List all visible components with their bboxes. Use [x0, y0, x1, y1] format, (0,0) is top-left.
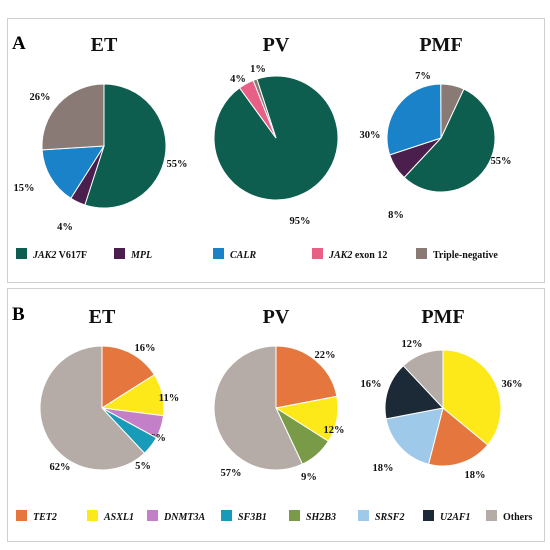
pie-slice-tet2 — [275, 345, 338, 409]
legend-label: Others — [503, 512, 533, 523]
legend-swatch — [87, 510, 98, 521]
pie-slice-others — [213, 345, 304, 471]
legend-label: U2AF1 — [440, 512, 471, 523]
legend-swatch — [147, 510, 158, 521]
legend-swatch — [358, 510, 369, 521]
slice-percent-label: 15% — [14, 183, 35, 194]
pie-chart-b-pv: PV 22% 12% 9% 57% — [213, 306, 345, 483]
slice-percent-label: 7% — [415, 71, 431, 82]
pie-slice-srsf2 — [385, 407, 444, 465]
chart-title: ET — [91, 34, 118, 56]
pie-slice-others — [39, 345, 146, 471]
pie-chart-a-et: ET 55% 4% 15% 26% — [14, 34, 188, 233]
slice-percent-label: 12% — [324, 425, 345, 436]
pie-slice-tet2 — [427, 407, 489, 467]
slice-percent-label: 1% — [250, 64, 266, 75]
pie-slice-calr — [41, 145, 105, 200]
legend-label: SRSF2 — [375, 512, 404, 523]
legend-label: Triple-negative — [433, 250, 498, 261]
legend-label: DNMT3A — [163, 512, 205, 523]
pie-slice-u2af1 — [384, 365, 444, 420]
slice-percent-label: 22% — [315, 350, 336, 361]
legend-swatch — [213, 248, 224, 259]
legend-swatch — [16, 248, 27, 259]
slice-percent-label: 95% — [290, 216, 311, 227]
legend-panel-a: JAK2 V617F MPL CALR JAK2 exon 12 Triple-nega… — [16, 248, 498, 261]
legend-item: JAK2 V617F — [16, 248, 87, 261]
chart-title: PMF — [421, 306, 464, 328]
pie-chart-b-pmf: PMF 36% 18% 18% 16% 12% — [361, 306, 523, 481]
slice-percent-label: 6% — [150, 433, 166, 444]
slice-percent-label: 57% — [221, 468, 242, 479]
pie-slice-triple-negative — [41, 83, 105, 151]
legend-label: CALR — [230, 250, 256, 261]
pie-slice-jak2-v617f — [403, 88, 496, 193]
legend-item: CALR — [213, 248, 256, 261]
slice-percent-label: 4% — [230, 74, 246, 85]
legend-item: SF3B1 — [221, 510, 267, 523]
slice-percent-label: 18% — [465, 470, 486, 481]
slice-percent-label: 16% — [361, 379, 382, 390]
chart-title: PV — [263, 34, 290, 56]
slice-percent-label: 26% — [30, 92, 51, 103]
legend-item: MPL — [114, 248, 152, 261]
pie-slice-jak2-v617f — [84, 83, 167, 209]
legend-item: U2AF1 — [423, 510, 471, 523]
pie-slice-asxl1 — [442, 349, 502, 446]
pie-slice-others — [402, 349, 444, 410]
legend-swatch — [114, 248, 125, 259]
legend-panel-b: TET2 ASXL1 DNMT3A SF3B1 SH2B3 SRSF2 U2AF1 Other… — [16, 510, 533, 523]
legend-item: SH2B3 — [289, 510, 336, 523]
slice-percent-label: 30% — [360, 130, 381, 141]
slice-percent-label: 9% — [301, 472, 317, 483]
legend-label: ASXL1 — [103, 512, 134, 523]
legend-swatch — [416, 248, 427, 259]
pie-chart-a-pv: PV 95% 4% 1% — [213, 34, 339, 227]
legend-item: ASXL1 — [87, 510, 134, 523]
legend-item: TET2 — [16, 510, 57, 523]
slice-percent-label: 16% — [135, 343, 156, 354]
legend-swatch — [312, 248, 323, 259]
slice-percent-label: 11% — [159, 393, 179, 404]
legend-item: Triple-negative — [416, 248, 498, 261]
panel-b-letter: B — [12, 304, 25, 325]
slice-percent-label: 8% — [388, 210, 404, 221]
legend-item: DNMT3A — [147, 510, 205, 523]
legend-item: Others — [486, 510, 533, 523]
legend-label: SH2B3 — [306, 512, 336, 523]
pie-slice-triple-negative — [252, 78, 277, 139]
slice-percent-label: 4% — [57, 222, 73, 233]
legend-item: SRSF2 — [358, 510, 404, 523]
panel-a-frame — [7, 18, 545, 283]
legend-swatch — [486, 510, 497, 521]
legend-swatch — [423, 510, 434, 521]
legend-item: JAK2 exon 12 — [312, 248, 387, 261]
legend-label: MPL — [130, 250, 152, 261]
chart-title: ET — [89, 306, 116, 328]
panel-a-letter: A — [12, 33, 26, 54]
slice-percent-label: 36% — [502, 379, 523, 390]
panel-b-frame — [7, 288, 545, 542]
slice-percent-label: 18% — [373, 463, 394, 474]
pie-chart-b-et: ET 16% 11% 6% 5% 62% — [39, 306, 179, 473]
pie-slice-calr — [386, 83, 442, 156]
slice-percent-label: 5% — [135, 461, 151, 472]
slice-percent-label: 55% — [167, 159, 188, 170]
legend-label: JAK2 V617F — [32, 250, 87, 261]
slice-percent-label: 12% — [402, 339, 423, 350]
legend-label: TET2 — [33, 512, 57, 523]
legend-label: SF3B1 — [238, 512, 267, 523]
slice-percent-label: 55% — [491, 156, 512, 167]
legend-swatch — [289, 510, 300, 521]
chart-title: PV — [263, 306, 290, 328]
legend-swatch — [221, 510, 232, 521]
pie-chart-a-pmf: PMF 55% 8% 30% 7% — [360, 34, 512, 221]
pie-slice-triple-negative — [440, 83, 465, 139]
legend-swatch — [16, 510, 27, 521]
pie-slice-tet2 — [101, 345, 156, 409]
chart-title: PMF — [419, 34, 462, 56]
slice-percent-label: 62% — [50, 462, 71, 473]
legend-label: JAK2 exon 12 — [328, 250, 387, 261]
